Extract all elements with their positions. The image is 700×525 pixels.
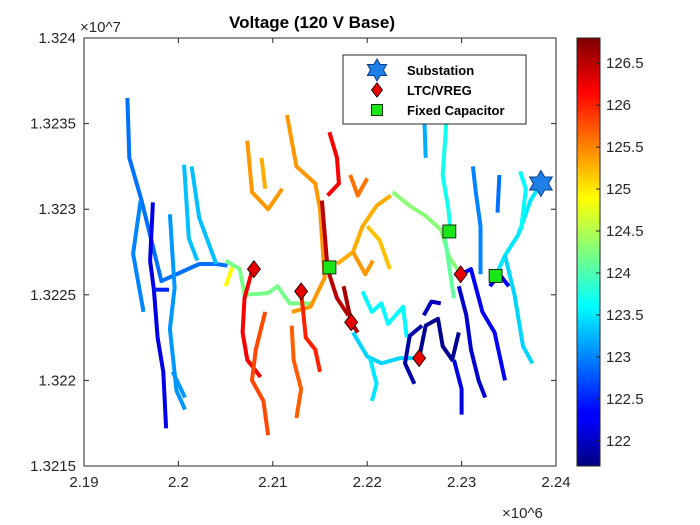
colorbar-tick-label-8: 126 (606, 97, 631, 114)
colorbar-gradient (576, 37, 601, 467)
colorbar-tick-label-2: 123 (606, 349, 631, 366)
colorbar-tick-label-7: 125.5 (606, 139, 644, 156)
x-axis-ticks: 2.19 2.2 2.21 2.22 2.23 2.24 (69, 38, 571, 491)
colorbar-tick-label-4: 124 (606, 265, 631, 282)
feeder-line-10 (285, 114, 327, 314)
y-tick-label-3: 1.323 (38, 201, 76, 218)
y-tick-label-5: 1.324 (38, 30, 76, 47)
feeder-line-18 (319, 200, 350, 317)
legend-marker-ltc-vreg (370, 82, 384, 98)
feeder-line-11 (245, 140, 284, 212)
feeder-line-5 (170, 370, 187, 399)
device-markers (246, 169, 554, 368)
feeder-line-1 (131, 200, 146, 313)
x-tick-label-0: 2.19 (69, 474, 98, 491)
feeder-line-9 (223, 266, 235, 287)
feeder-line-41 (495, 174, 502, 213)
feeder-line-13 (240, 263, 263, 379)
feeder-line-12 (259, 157, 268, 189)
feeder-line-33 (422, 299, 442, 317)
y-multiplier-label: ×10^7 (80, 19, 121, 36)
ltc-vreg-marker-3 (412, 348, 427, 368)
y-tick-label-2: 1.3225 (30, 287, 76, 304)
colorbar-tick-label-5: 124.5 (606, 223, 644, 240)
legend-marker-fixed-capacitor (371, 104, 383, 116)
feeder-line-34 (456, 285, 488, 399)
feeder-line-22 (365, 224, 392, 270)
x-tick-label-1: 2.2 (168, 474, 189, 491)
feeder-line-6 (189, 166, 219, 265)
feeder-line-31 (417, 316, 461, 362)
feeder-line-32 (403, 324, 424, 385)
feeder-line-25 (442, 234, 456, 299)
legend-label-substation: Substation (407, 63, 474, 78)
y-tick-label-4: 1.3235 (30, 116, 76, 133)
ltc-vreg-marker-4 (453, 265, 468, 284)
feeder-line-42 (518, 170, 528, 230)
feeder-lines (125, 54, 543, 436)
x-tick-label-4: 2.23 (447, 474, 476, 491)
ltc-vreg-marker-2 (344, 313, 359, 332)
feeder-line-17 (326, 131, 341, 197)
ltc-vreg-marker-1 (294, 282, 309, 301)
colorbar-tick-label-0: 122 (606, 433, 631, 450)
x-multiplier-label: ×10^6 (502, 505, 543, 522)
y-tick-label-1: 1.322 (38, 372, 76, 389)
feeder-line-20 (348, 174, 369, 198)
feeder-line-15 (289, 325, 304, 419)
substation-marker-0 (528, 169, 554, 198)
x-tick-label-2: 2.21 (258, 474, 287, 491)
legend-marker-substation (366, 58, 388, 82)
feeder-line-29 (360, 290, 409, 338)
feeder-line-40 (470, 166, 483, 275)
feeder-line-21 (335, 193, 392, 266)
ltc-vreg-marker-0 (246, 259, 261, 279)
legend-label-ltc-vreg: LTC/VREG (407, 83, 472, 98)
feeder-line-38 (493, 182, 543, 277)
legend-label-fixed-capacitor: Fixed Capacitor (407, 103, 505, 118)
plot-area (125, 54, 554, 436)
x-tick-label-3: 2.22 (353, 474, 382, 491)
feeder-line-30 (368, 357, 379, 402)
feeder-line-36 (452, 359, 464, 415)
feeder-line-7 (182, 164, 200, 262)
y-tick-label-0: 1.3215 (30, 458, 76, 475)
axes-box (83, 37, 557, 467)
feeder-line-35 (459, 267, 507, 381)
colorbar-tick-label-3: 123.5 (606, 307, 644, 324)
fixed-capacitor-marker-2 (488, 269, 503, 283)
feeder-line-14 (250, 311, 271, 436)
colorbar-tick-label-6: 125 (606, 181, 631, 198)
feeder-line-3 (148, 202, 169, 429)
chart-title: Voltage (120 V Base) (229, 13, 395, 32)
y-axis-ticks: 1.3215 1.322 1.3225 1.323 1.3235 1.324 (30, 30, 556, 475)
colorbar-tick-label-1: 122.5 (606, 391, 644, 408)
feeder-line-16 (299, 291, 322, 373)
feeder-line-2 (167, 214, 187, 411)
legend: Substation LTC/VREG Fixed Capacitor (342, 54, 527, 125)
feeder-line-8 (224, 258, 311, 306)
feeder-line-39 (503, 254, 535, 365)
feeder-line-24 (391, 190, 463, 276)
colorbar: 122 122.5 123 123.5 124 124.5 125 125.5 126 126.5 (576, 37, 644, 467)
x-tick-label-5: 2.24 (541, 474, 570, 491)
fixed-capacitor-marker-1 (322, 260, 337, 275)
colorbar-tick-label-9: 126.5 (606, 55, 644, 72)
feeder-line-23 (351, 251, 375, 277)
fixed-capacitor-marker-0 (442, 224, 457, 239)
